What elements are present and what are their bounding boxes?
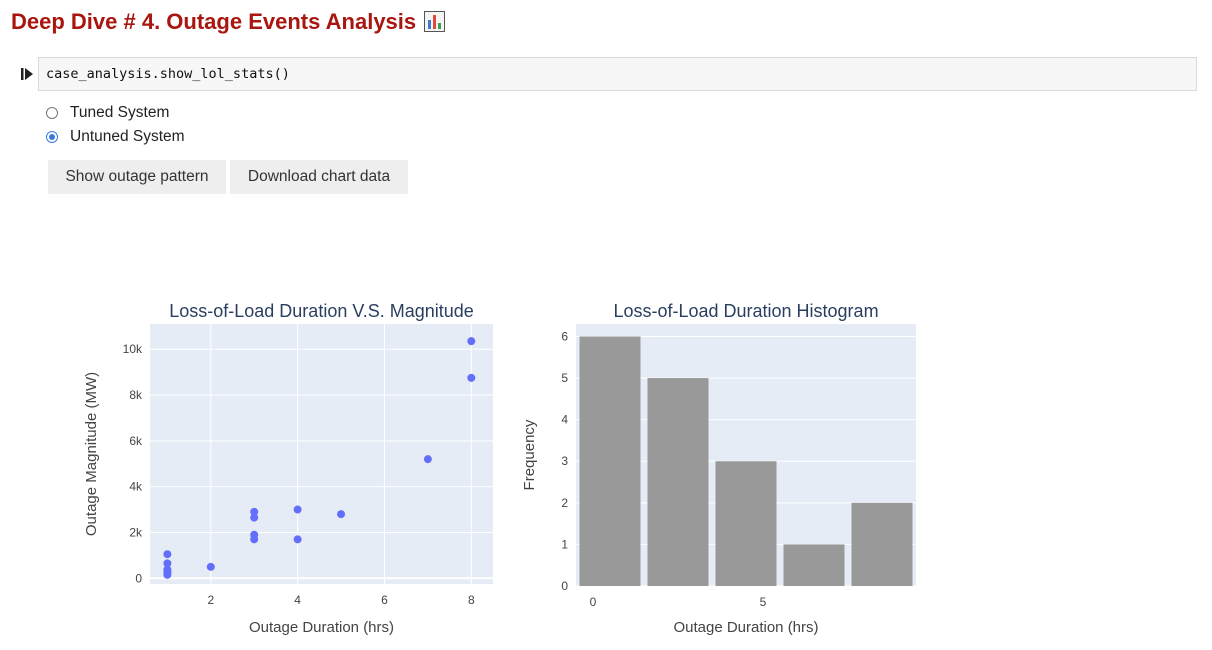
radio-untuned-label: Untuned System bbox=[70, 128, 185, 145]
radio-option-untuned[interactable]: Untuned System bbox=[46, 125, 185, 149]
histogram-x-tick-label: 0 bbox=[590, 595, 597, 609]
histogram-y-axis-label: Frequency bbox=[521, 419, 538, 490]
scatter-point bbox=[250, 513, 259, 522]
histogram-y-tick-label: 1 bbox=[561, 537, 568, 551]
scatter-title: Loss-of-Load Duration V.S. Magnitude bbox=[169, 301, 474, 321]
bar-chart-icon bbox=[424, 11, 446, 32]
page-title-text: Deep Dive # 4. Outage Events Analysis bbox=[11, 9, 417, 34]
scatter-point bbox=[293, 505, 302, 514]
scatter-x-tick-label: 4 bbox=[294, 593, 301, 607]
download-chart-data-button[interactable]: Download chart data bbox=[230, 160, 408, 194]
histogram-y-tick-label: 3 bbox=[561, 454, 568, 468]
radio-tuned-button[interactable] bbox=[46, 107, 58, 119]
histogram-x-axis-label: Outage Duration (hrs) bbox=[673, 619, 818, 636]
histogram-title: Loss-of-Load Duration Histogram bbox=[613, 301, 878, 321]
scatter-x-tick-label: 8 bbox=[468, 593, 475, 607]
scatter-y-tick-label: 10k bbox=[123, 342, 143, 356]
scatter-x-tick-label: 6 bbox=[381, 593, 388, 607]
histogram-bar bbox=[783, 544, 845, 586]
scatter-chart: 2 4 6 8 0 2k 4k 6k 8k 10k Loss-of-Load Duration V.… bbox=[83, 301, 493, 636]
scatter-point bbox=[467, 337, 476, 346]
histogram-bar bbox=[715, 461, 777, 586]
scatter-point bbox=[206, 562, 215, 571]
radio-option-tuned[interactable]: Tuned System bbox=[46, 101, 185, 125]
code-text: case_analysis.show_lol_stats() bbox=[46, 66, 290, 82]
histogram-chart: 0 5 0 1 2 3 4 5 6 Loss-of-Load Duration Histogram… bbox=[521, 301, 916, 636]
histogram-bar bbox=[647, 378, 709, 586]
histogram-y-tick-label: 6 bbox=[561, 329, 568, 343]
scatter-x-axis-label: Outage Duration (hrs) bbox=[249, 619, 394, 636]
radio-tuned-label: Tuned System bbox=[70, 104, 170, 121]
scatter-y-axis-label: Outage Magnitude (MW) bbox=[83, 372, 100, 536]
histogram-y-tick-label: 5 bbox=[561, 371, 568, 385]
scatter-y-tick-label: 8k bbox=[129, 388, 143, 402]
radio-untuned-button[interactable] bbox=[46, 131, 58, 143]
page-title: Deep Dive # 4. Outage Events Analysis bbox=[11, 9, 446, 35]
scatter-point bbox=[163, 566, 172, 575]
scatter-point bbox=[250, 535, 259, 544]
histogram-y-tick-label: 2 bbox=[561, 496, 568, 510]
scatter-point bbox=[293, 535, 302, 544]
run-cell-icon[interactable] bbox=[20, 67, 34, 81]
histogram-bar bbox=[851, 502, 913, 586]
scatter-point bbox=[163, 559, 172, 568]
histogram-bar bbox=[579, 336, 641, 586]
scatter-y-tick-label: 4k bbox=[129, 480, 143, 494]
histogram-y-tick-label: 0 bbox=[561, 579, 568, 593]
code-cell-input[interactable]: case_analysis.show_lol_stats() bbox=[38, 57, 1197, 91]
scatter-x-tick-label: 2 bbox=[207, 593, 214, 607]
scatter-point bbox=[250, 507, 259, 516]
histogram-y-tick-label: 4 bbox=[561, 413, 568, 427]
scatter-point bbox=[467, 373, 476, 382]
scatter-plot-area bbox=[150, 324, 493, 584]
histogram-x-tick-label: 5 bbox=[760, 595, 767, 609]
system-radio-group: Tuned System Untuned System bbox=[46, 101, 185, 149]
scatter-point bbox=[423, 455, 432, 464]
scatter-point bbox=[337, 510, 346, 519]
scatter-y-tick-label: 0 bbox=[135, 571, 142, 585]
scatter-y-tick-label: 2k bbox=[129, 525, 143, 539]
scatter-y-tick-label: 6k bbox=[129, 434, 143, 448]
show-outage-pattern-button[interactable]: Show outage pattern bbox=[48, 160, 226, 194]
scatter-point bbox=[163, 550, 172, 559]
